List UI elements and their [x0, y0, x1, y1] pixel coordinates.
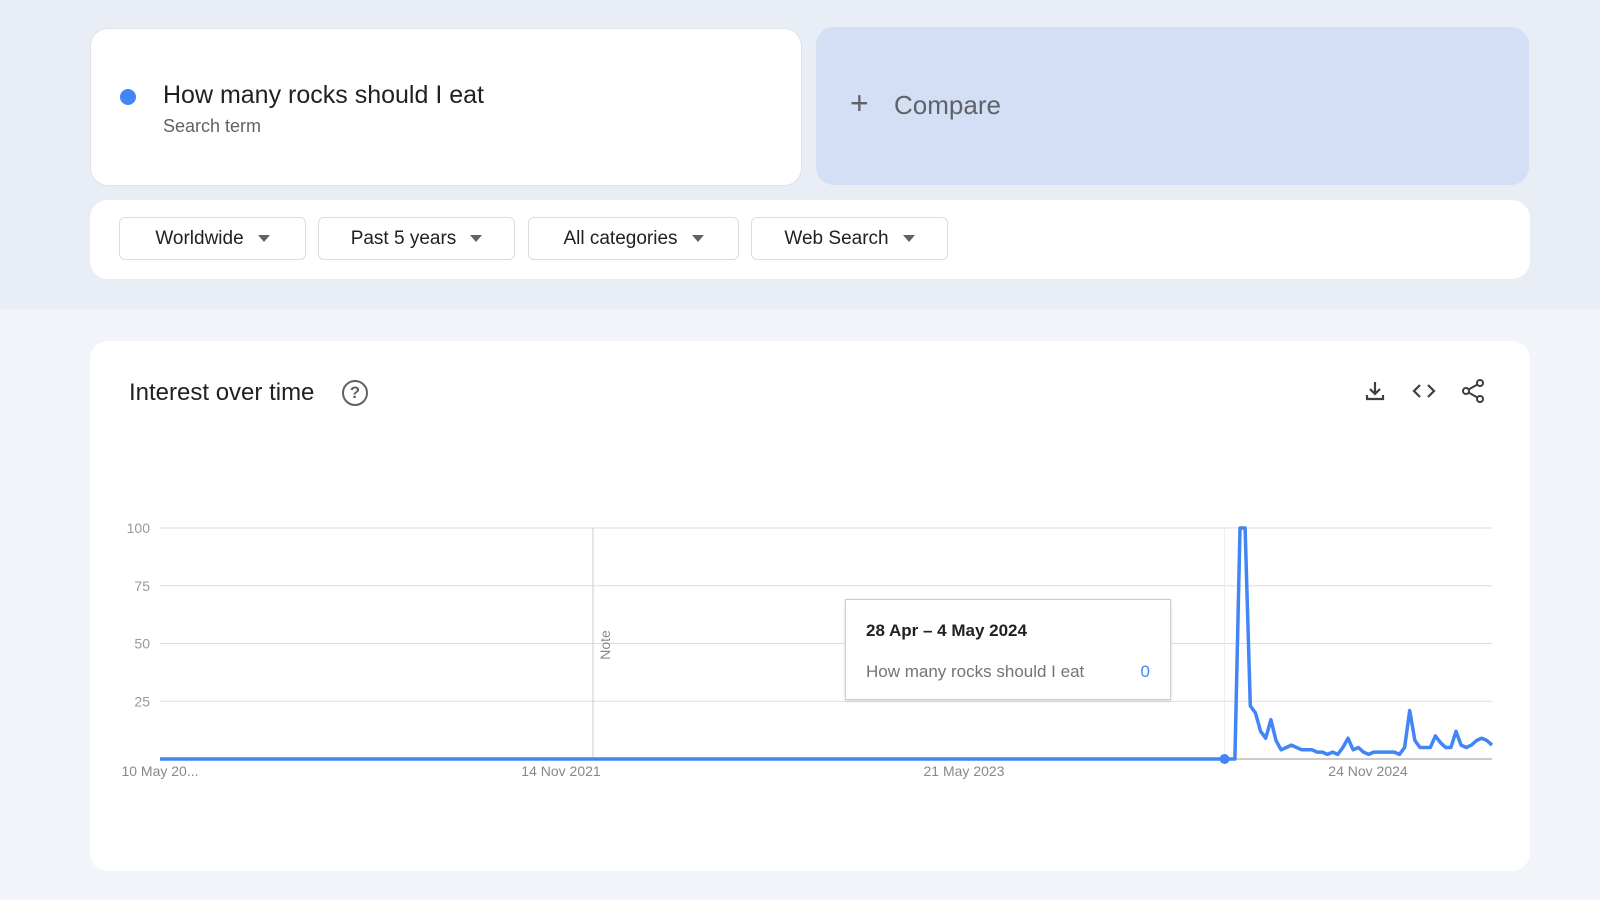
series-line [160, 526, 1494, 761]
x-tick-label: 24 Nov 2024 [1328, 763, 1408, 779]
embed-code-icon[interactable] [1407, 374, 1441, 408]
region-dropdown[interactable]: Worldwide [119, 217, 306, 260]
category-dropdown[interactable]: All categories [528, 217, 739, 260]
help-icon[interactable]: ? [342, 380, 368, 406]
download-icon[interactable] [1358, 374, 1392, 408]
grid-lines [160, 527, 1492, 760]
interest-over-time-card: Interest over time ? [90, 341, 1530, 871]
x-tick-label: 14 Nov 2021 [521, 763, 601, 779]
caret-down-icon [257, 235, 270, 242]
x-tick-label: 10 May 20... [121, 763, 198, 779]
share-icon[interactable] [1456, 374, 1490, 408]
time-range-dropdown-label: Past 5 years [350, 227, 457, 249]
y-tick-label: 100 [127, 520, 151, 536]
tooltip: 28 Apr – 4 May 2024 How many rocks shoul… [845, 599, 1171, 700]
caret-down-icon [470, 235, 483, 242]
compare-label: Compare [894, 90, 1001, 120]
search-type-dropdown[interactable]: Web Search [751, 217, 948, 260]
highlight-point [1219, 754, 1230, 764]
search-term-card[interactable]: How many rocks should I eat Search term [90, 28, 802, 186]
plus-icon: + [850, 85, 869, 121]
caret-down-icon [691, 235, 704, 242]
note-annotation[interactable]: Note [597, 630, 613, 660]
tooltip-term: How many rocks should I eat [866, 662, 1085, 681]
filter-bar: Worldwide Past 5 years All categories We… [90, 200, 1530, 279]
compare-button[interactable]: + Compare [816, 27, 1529, 185]
y-tick-label: 50 [134, 636, 150, 652]
section-title: Interest over time [129, 379, 315, 406]
caret-down-icon [902, 235, 915, 242]
time-range-dropdown[interactable]: Past 5 years [318, 217, 515, 260]
series-color-dot [120, 89, 136, 105]
tooltip-value: 0 [1140, 662, 1150, 681]
x-tick-label: 21 May 2023 [924, 763, 1005, 779]
search-term-subtitle: Search term [163, 116, 262, 136]
tooltip-date: 28 Apr – 4 May 2024 [866, 621, 1027, 640]
y-tick-label: 25 [134, 693, 150, 709]
search-term[interactable]: How many rocks should I eat [163, 81, 484, 109]
y-tick-label: 75 [134, 578, 150, 594]
region-dropdown-label: Worldwide [155, 227, 244, 249]
category-dropdown-label: All categories [563, 227, 678, 249]
search-type-dropdown-label: Web Search [784, 227, 889, 249]
